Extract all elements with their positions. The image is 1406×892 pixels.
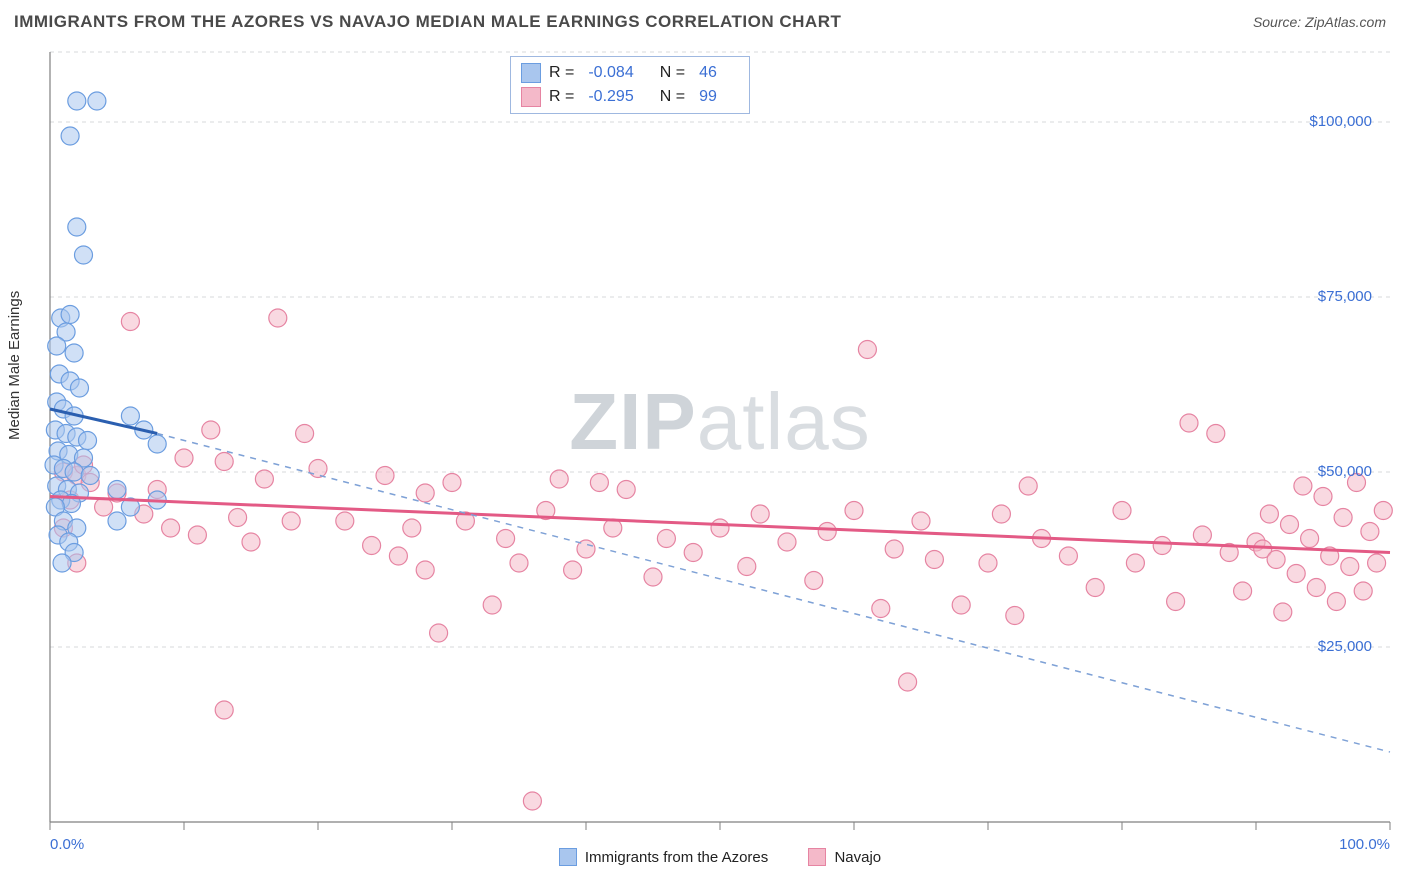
- y-axis-label: Median Male Earnings: [6, 291, 23, 440]
- y-tick-label: $75,000: [1318, 288, 1372, 305]
- legend-stats-box: R = -0.084 N = 46 R = -0.295 N = 99: [510, 56, 750, 114]
- legend-r-value-0: -0.084: [588, 61, 633, 85]
- legend-n-value-0: 46: [699, 61, 717, 85]
- legend-item-label: Navajo: [834, 849, 881, 866]
- x-tick-min: 0.0%: [50, 836, 84, 853]
- legend-item-label: Immigrants from the Azores: [585, 849, 768, 866]
- legend-swatch-navajo-icon: [808, 848, 826, 866]
- legend-r-label: R =: [549, 85, 574, 109]
- legend-swatch-azores-icon: [559, 848, 577, 866]
- y-tick-label: $100,000: [1309, 113, 1372, 130]
- legend-series-box: Immigrants from the Azores Navajo: [50, 848, 1390, 870]
- legend-n-label: N =: [660, 85, 685, 109]
- x-tick-max: 100.0%: [1339, 836, 1390, 853]
- legend-n-value-1: 99: [699, 85, 717, 109]
- legend-r-label: R =: [549, 61, 574, 85]
- legend-r-value-1: -0.295: [588, 85, 633, 109]
- y-tick-label: $50,000: [1318, 463, 1372, 480]
- chart-header: IMMIGRANTS FROM THE AZORES VS NAVAJO MED…: [0, 0, 1406, 40]
- legend-swatch-azores: [521, 63, 541, 83]
- legend-stats-row-0: R = -0.084 N = 46: [521, 61, 735, 85]
- legend-item-navajo: Navajo: [808, 848, 881, 866]
- legend-swatch-navajo: [521, 87, 541, 107]
- legend-stats-row-1: R = -0.295 N = 99: [521, 85, 735, 109]
- legend-n-label: N =: [660, 61, 685, 85]
- chart-title: IMMIGRANTS FROM THE AZORES VS NAVAJO MED…: [14, 12, 841, 32]
- chart-svg: [50, 52, 1390, 822]
- y-tick-label: $25,000: [1318, 638, 1372, 655]
- chart-plot-area: ZIPatlas R = -0.084 N = 46 R = -0.295 N …: [50, 52, 1390, 822]
- legend-item-azores: Immigrants from the Azores: [559, 848, 768, 866]
- chart-source: Source: ZipAtlas.com: [1253, 14, 1386, 30]
